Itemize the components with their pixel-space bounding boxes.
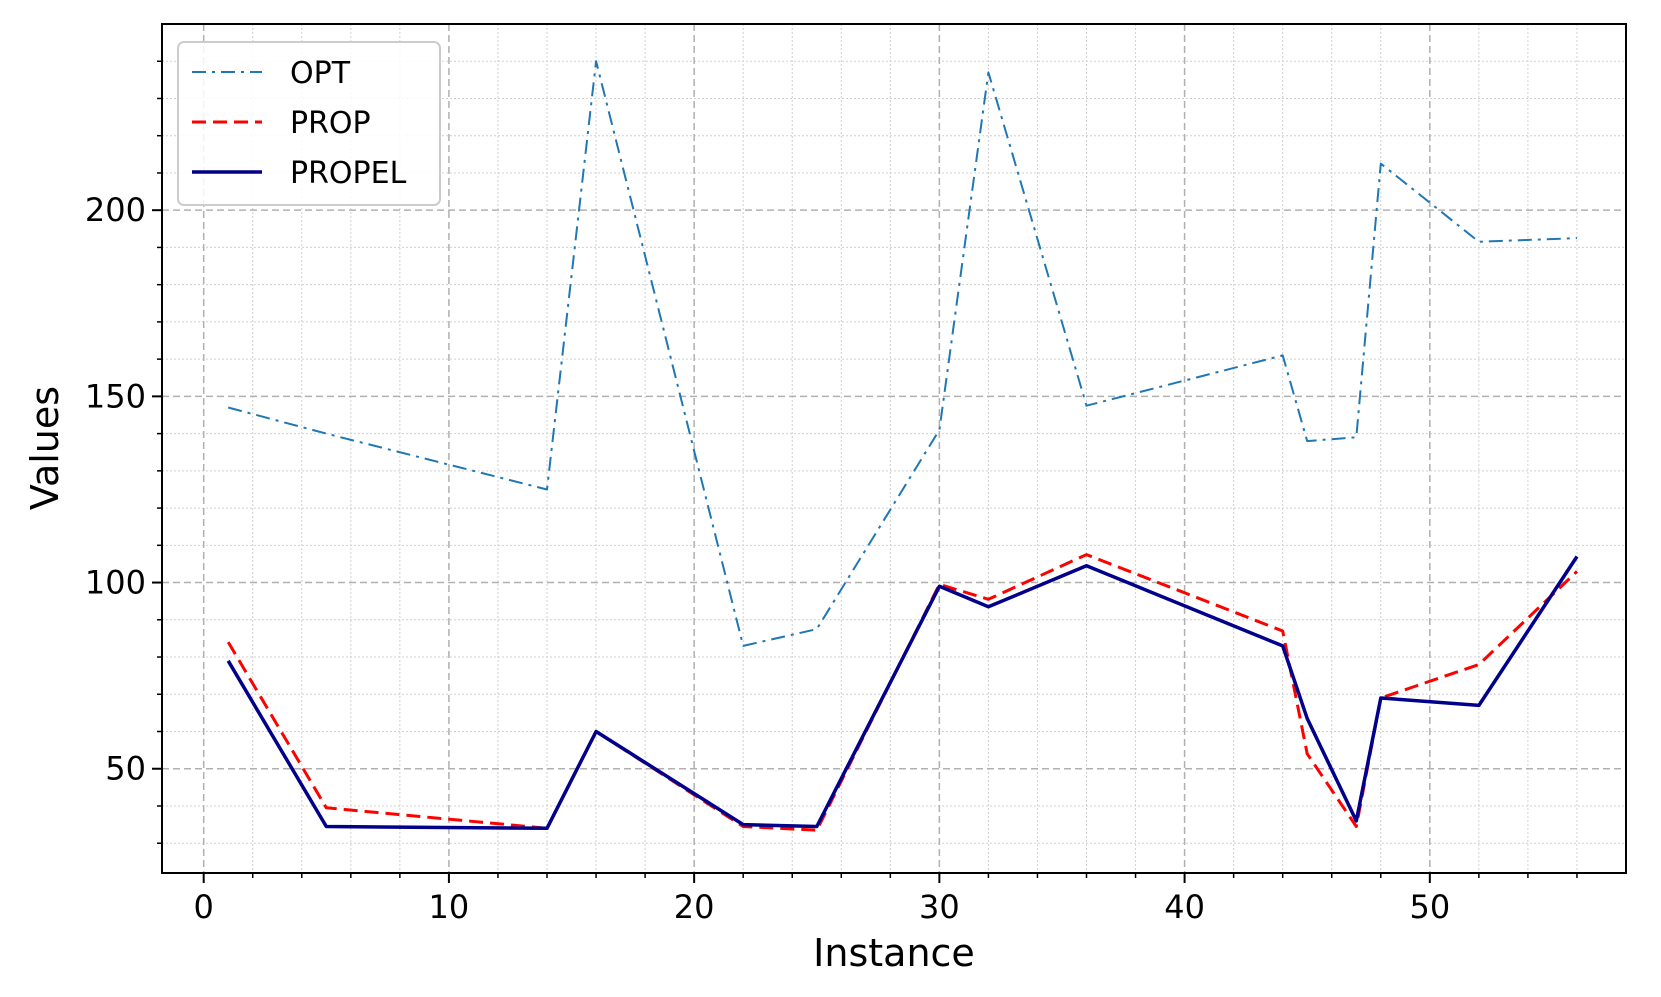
legend-box: [177, 41, 441, 206]
legend-label-propel: PROPEL: [290, 156, 407, 191]
x-tick-label: 40: [1164, 888, 1205, 926]
plot-frame: [161, 23, 1627, 874]
legend-label-opt: OPT: [290, 56, 351, 91]
y-tick-label: 100: [85, 564, 146, 602]
x-tick-label: 20: [674, 888, 715, 926]
x-tick-label: 0: [194, 888, 214, 926]
y-axis-title: Values: [23, 386, 67, 510]
x-tick-label: 30: [919, 888, 960, 926]
x-tick-label: 10: [429, 888, 470, 926]
legend-label-prop: PROP: [290, 106, 371, 141]
y-tick-label: 50: [105, 750, 146, 788]
series-line-opt: [227, 60, 1578, 647]
x-axis-title: Instance: [813, 931, 975, 975]
axis-ticks: 0 10 20 30 40 50 50 100 150 200: [85, 60, 1578, 926]
grid: [162, 24, 1626, 873]
series-lines: [226, 60, 1579, 832]
series-line-prop: [226, 553, 1579, 832]
y-tick-label: 200: [85, 191, 146, 229]
series-line-propel: [226, 555, 1579, 831]
y-tick-label: 150: [85, 377, 146, 415]
x-tick-label: 50: [1409, 888, 1450, 926]
legend: OPT PROP PROPEL: [177, 41, 441, 206]
